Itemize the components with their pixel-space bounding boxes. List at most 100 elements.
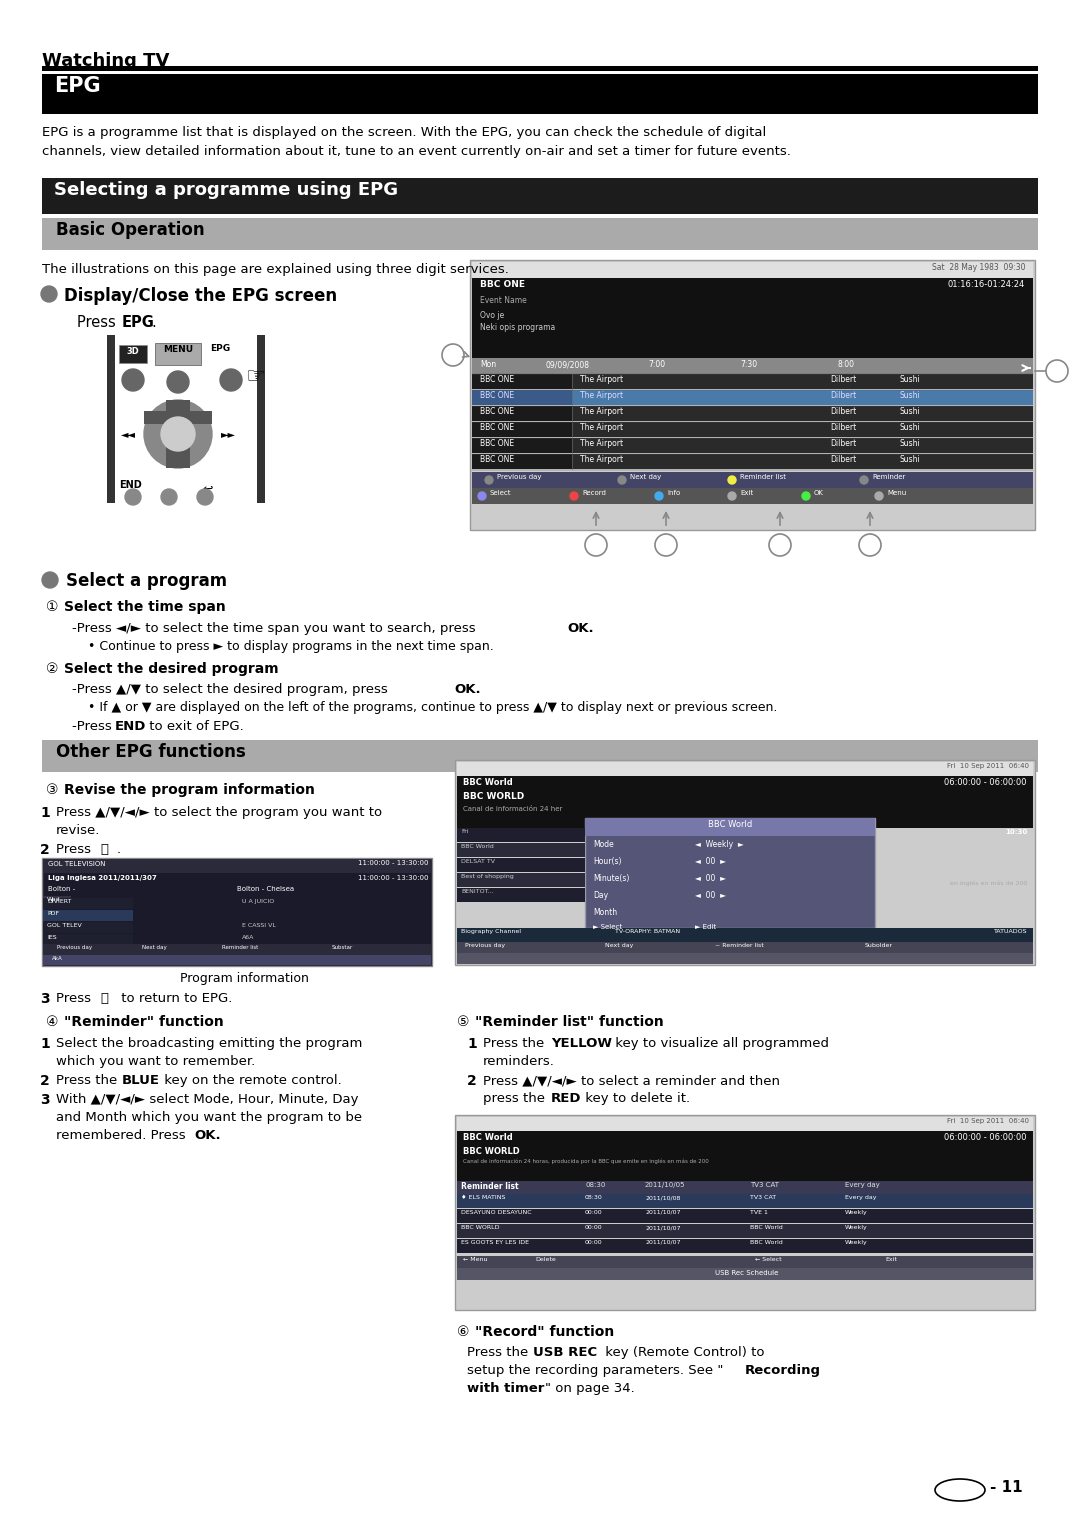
Text: Exit: Exit (740, 490, 753, 496)
Bar (43, 954, 431, 965)
Text: BBC WORLD: BBC WORLD (463, 792, 524, 801)
Circle shape (220, 369, 242, 391)
Bar (472, 438, 1032, 453)
Bar (457, 1193, 1032, 1209)
Bar (43, 896, 71, 908)
Text: ①: ① (46, 601, 58, 614)
Text: -Press: -Press (72, 720, 116, 732)
Text: ◄  00  ►: ◄ 00 ► (696, 856, 726, 866)
Bar (472, 277, 1032, 358)
Text: key (Remote Control) to: key (Remote Control) to (600, 1347, 765, 1359)
Text: Press ▲/▼/◄/► to select the program you want to: Press ▲/▼/◄/► to select the program you … (56, 806, 382, 820)
Bar (585, 818, 875, 836)
Text: With ▲/▼/◄/► select Mode, Hour, Minute, Day: With ▲/▼/◄/► select Mode, Hour, Minute, … (56, 1092, 359, 1106)
Text: YELLOW: YELLOW (551, 1037, 612, 1049)
Text: Neki opis programa: Neki opis programa (480, 323, 555, 332)
Text: Exit: Exit (885, 1256, 896, 1262)
Text: press the: press the (483, 1092, 550, 1105)
Text: Dilbert: Dilbert (831, 440, 856, 447)
Text: PDF: PDF (48, 912, 59, 916)
Bar (42, 178, 1038, 214)
Text: Biography Channel: Biography Channel (461, 928, 521, 935)
Text: Every day: Every day (845, 1195, 877, 1200)
Bar (455, 760, 1035, 965)
Bar (472, 391, 1032, 404)
Text: 10:30: 10:30 (1004, 829, 1027, 835)
Text: Reminder: Reminder (872, 473, 905, 480)
Bar (43, 944, 431, 954)
Text: GOL TELEVISIÓN: GOL TELEVISIÓN (48, 859, 106, 867)
Text: ◄  00  ►: ◄ 00 ► (696, 873, 726, 882)
Text: "Reminder" function: "Reminder" function (64, 1016, 224, 1030)
Text: TV3 CAT: TV3 CAT (750, 1195, 777, 1200)
Text: EPG: EPG (210, 345, 230, 352)
Circle shape (875, 492, 883, 499)
Text: Select the broadcasting emitting the program: Select the broadcasting emitting the pro… (56, 1037, 363, 1049)
Text: 2011/10/07: 2011/10/07 (645, 1226, 680, 1230)
Text: 3: 3 (40, 1092, 50, 1108)
Text: BLUE: BLUE (122, 1074, 160, 1088)
Text: The Airport: The Airport (580, 423, 623, 432)
Text: BBC World: BBC World (463, 778, 513, 787)
Circle shape (161, 417, 195, 450)
Text: 2011/10/07: 2011/10/07 (645, 1210, 680, 1215)
Text: to exit of EPG.: to exit of EPG. (145, 720, 244, 732)
Text: Press ▲/▼/◄/► to select a reminder and then: Press ▲/▼/◄/► to select a reminder and t… (483, 1074, 780, 1088)
Text: Sushi: Sushi (900, 423, 921, 432)
Circle shape (860, 476, 868, 484)
Text: ③: ③ (46, 783, 58, 797)
Text: .: . (151, 316, 156, 329)
Text: .: . (117, 843, 121, 856)
Bar (472, 438, 572, 453)
Text: Program information: Program information (180, 971, 309, 985)
Text: ⑥: ⑥ (457, 1325, 470, 1339)
Text: GOL TELEV: GOL TELEV (48, 922, 82, 928)
Circle shape (478, 492, 486, 499)
Text: 1: 1 (40, 1037, 50, 1051)
Text: revise.: revise. (56, 824, 100, 836)
Text: ◄: ◄ (146, 429, 153, 440)
Text: Select the desired program: Select the desired program (64, 662, 279, 676)
Text: ◄  00  ►: ◄ 00 ► (696, 892, 726, 899)
Text: TV-ORAPHY: BATMAN: TV-ORAPHY: BATMAN (615, 928, 680, 935)
Text: 3: 3 (40, 993, 50, 1007)
Circle shape (859, 535, 881, 556)
Bar (472, 374, 572, 389)
Text: ▲: ▲ (174, 406, 181, 417)
Text: Select the time span: Select the time span (64, 601, 226, 614)
Circle shape (654, 492, 663, 499)
Text: Dilbert: Dilbert (831, 455, 856, 464)
Text: 11:00:00 - 13:30:00: 11:00:00 - 13:30:00 (357, 875, 428, 881)
Bar (457, 777, 1032, 827)
Text: OK.: OK. (194, 1129, 220, 1141)
Text: ►►: ►► (220, 429, 235, 440)
Text: 7:30: 7:30 (740, 360, 757, 369)
Bar (472, 453, 1032, 469)
Bar (42, 218, 1038, 250)
Text: 2: 2 (40, 843, 50, 856)
Text: Basic Operation: Basic Operation (56, 221, 204, 239)
Text: 00:00: 00:00 (585, 1210, 603, 1215)
Text: 00:00: 00:00 (585, 1239, 603, 1246)
Bar (43, 935, 133, 945)
Text: BBC ONE: BBC ONE (480, 375, 514, 385)
Text: END: END (119, 480, 141, 490)
Circle shape (42, 571, 58, 588)
Text: ← Select: ← Select (755, 1256, 782, 1262)
Text: 08:30: 08:30 (585, 1195, 603, 1200)
Bar (42, 66, 1038, 70)
Bar (457, 761, 1032, 777)
Circle shape (728, 492, 735, 499)
Circle shape (585, 535, 607, 556)
Circle shape (769, 535, 791, 556)
Text: ♦ ELS MATINS: ♦ ELS MATINS (461, 1195, 505, 1200)
Text: Next day: Next day (141, 945, 166, 950)
Text: Month: Month (593, 908, 617, 918)
Bar (42, 740, 1038, 772)
Bar (257, 336, 265, 502)
Text: ⓘ: ⓘ (100, 993, 108, 1005)
Text: Ovo je: Ovo je (480, 311, 504, 320)
Bar (457, 827, 585, 843)
Bar (457, 889, 585, 902)
Text: ▼: ▼ (174, 457, 181, 466)
